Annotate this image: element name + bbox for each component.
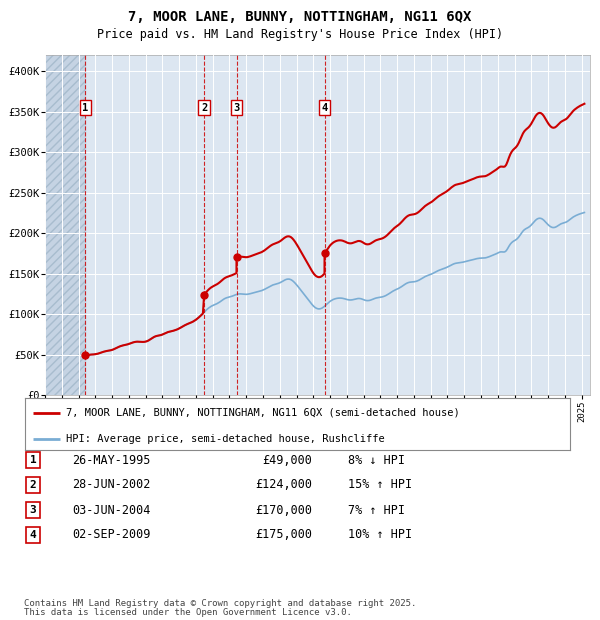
Text: 4: 4	[29, 530, 37, 540]
Text: 7% ↑ HPI: 7% ↑ HPI	[348, 503, 405, 516]
Text: £124,000: £124,000	[255, 479, 312, 492]
Text: 28-JUN-2002: 28-JUN-2002	[72, 479, 151, 492]
Polygon shape	[45, 55, 85, 395]
Text: 3: 3	[29, 505, 37, 515]
Text: 7, MOOR LANE, BUNNY, NOTTINGHAM, NG11 6QX: 7, MOOR LANE, BUNNY, NOTTINGHAM, NG11 6Q…	[128, 10, 472, 24]
Text: 10% ↑ HPI: 10% ↑ HPI	[348, 528, 412, 541]
Text: 15% ↑ HPI: 15% ↑ HPI	[348, 479, 412, 492]
Text: 26-MAY-1995: 26-MAY-1995	[72, 453, 151, 466]
Text: 8% ↓ HPI: 8% ↓ HPI	[348, 453, 405, 466]
Text: Contains HM Land Registry data © Crown copyright and database right 2025.: Contains HM Land Registry data © Crown c…	[24, 599, 416, 608]
Text: 3: 3	[233, 103, 239, 113]
Text: HPI: Average price, semi-detached house, Rushcliffe: HPI: Average price, semi-detached house,…	[66, 433, 385, 443]
Text: £175,000: £175,000	[255, 528, 312, 541]
Text: 02-SEP-2009: 02-SEP-2009	[72, 528, 151, 541]
Text: 2: 2	[201, 103, 207, 113]
Text: 7, MOOR LANE, BUNNY, NOTTINGHAM, NG11 6QX (semi-detached house): 7, MOOR LANE, BUNNY, NOTTINGHAM, NG11 6Q…	[66, 407, 460, 417]
Text: £49,000: £49,000	[262, 453, 312, 466]
Text: 03-JUN-2004: 03-JUN-2004	[72, 503, 151, 516]
Text: 2: 2	[29, 480, 37, 490]
Text: This data is licensed under the Open Government Licence v3.0.: This data is licensed under the Open Gov…	[24, 608, 352, 617]
Text: 4: 4	[322, 103, 328, 113]
Text: 1: 1	[82, 103, 89, 113]
Text: 1: 1	[29, 455, 37, 465]
Text: £170,000: £170,000	[255, 503, 312, 516]
Text: Price paid vs. HM Land Registry's House Price Index (HPI): Price paid vs. HM Land Registry's House …	[97, 28, 503, 41]
